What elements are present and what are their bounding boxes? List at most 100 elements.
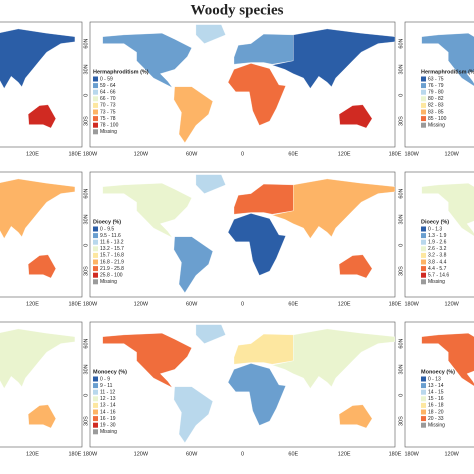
legend-swatch bbox=[421, 402, 426, 408]
lat-label: 60N bbox=[398, 38, 404, 48]
legend-label: Missing bbox=[428, 279, 445, 285]
land-na bbox=[421, 33, 474, 87]
legend-label: 76 - 79 bbox=[428, 83, 444, 89]
legend-label: 12 - 13 bbox=[100, 396, 116, 402]
lon-label: 0 bbox=[241, 301, 244, 307]
legend-label: 59 - 64 bbox=[100, 83, 116, 89]
land-au bbox=[338, 254, 373, 279]
lon-label: 180W bbox=[404, 301, 419, 307]
lon-label: 180E bbox=[68, 151, 81, 157]
legend-label: 5.7 - 14.6 bbox=[428, 273, 449, 279]
lat-label: 30N bbox=[83, 64, 89, 74]
legend-swatch bbox=[93, 422, 98, 428]
legend-title: Monoecy (%) bbox=[421, 369, 455, 375]
legend-swatch bbox=[93, 429, 98, 435]
lon-label: 180W bbox=[83, 151, 98, 157]
land-gl bbox=[195, 324, 226, 344]
legend-swatch bbox=[421, 102, 426, 108]
lon-label: 120E bbox=[26, 301, 39, 307]
legend-label: 16.8 - 21.9 bbox=[100, 259, 124, 265]
legend-label: 70 - 73 bbox=[100, 103, 116, 109]
legend-label: 0 - 1.3 bbox=[428, 226, 442, 232]
lon-label: 120E bbox=[338, 301, 351, 307]
legend-label: 14 - 15 bbox=[428, 390, 444, 396]
legend-swatch bbox=[93, 226, 98, 232]
legend-swatch bbox=[93, 76, 98, 82]
lon-label: 180W bbox=[404, 151, 419, 157]
legend-label: 78 - 100 bbox=[100, 123, 119, 129]
legend-label: 75 - 78 bbox=[100, 116, 116, 122]
lon-label: 60W bbox=[186, 151, 198, 157]
lat-label: 0 bbox=[83, 94, 89, 97]
legend-swatch bbox=[93, 96, 98, 102]
lon-label: 120W bbox=[444, 151, 459, 157]
lon-label: 120W bbox=[134, 301, 149, 307]
lon-label: 60W bbox=[186, 451, 198, 457]
lon-label: 180E bbox=[389, 301, 402, 307]
legend-label: 25.8 - 100 bbox=[100, 273, 123, 279]
lon-label: 120W bbox=[444, 451, 459, 457]
legend-swatch bbox=[421, 416, 426, 422]
lon-label: 180W bbox=[83, 451, 98, 457]
legend-label: 16 - 19 bbox=[100, 416, 116, 422]
lon-label: 120E bbox=[26, 451, 39, 457]
legend-swatch bbox=[421, 122, 426, 128]
legend-label: 3.8 - 4.4 bbox=[428, 259, 447, 265]
legend-label: 2.6 - 3.2 bbox=[428, 246, 447, 252]
legend-swatch bbox=[93, 389, 98, 395]
legend-label: Missing bbox=[428, 123, 445, 129]
legend-label: Missing bbox=[100, 129, 117, 135]
map bbox=[0, 328, 76, 429]
map bbox=[0, 178, 76, 279]
legend-swatch bbox=[93, 89, 98, 95]
legend-label: 13 - 14 bbox=[428, 383, 444, 389]
legend-label: 14 - 16 bbox=[100, 409, 116, 415]
legend-label: 13 - 14 bbox=[100, 403, 116, 409]
legend-swatch bbox=[93, 266, 98, 272]
legend-swatch bbox=[93, 109, 98, 115]
lon-label: 60E bbox=[288, 151, 298, 157]
land-na bbox=[102, 333, 192, 388]
legend-label: 9 - 11 bbox=[100, 383, 113, 389]
lon-label: 180W bbox=[404, 451, 419, 457]
lon-label: 180E bbox=[68, 301, 81, 307]
legend-label: 19 - 30 bbox=[100, 423, 116, 429]
lon-label: 180E bbox=[68, 451, 81, 457]
lat-label: 60N bbox=[83, 188, 89, 198]
lat-label: 60N bbox=[398, 188, 404, 198]
lon-label: 60E bbox=[288, 451, 298, 457]
legend-swatch bbox=[421, 76, 426, 82]
legend-swatch bbox=[93, 129, 98, 135]
legend-label: 66 - 70 bbox=[100, 96, 116, 102]
legend-label: 11.6 - 13.2 bbox=[100, 240, 124, 246]
legend-swatch bbox=[421, 233, 426, 239]
legend-label: 16 - 18 bbox=[428, 403, 444, 409]
land-au bbox=[28, 104, 56, 129]
legend-swatch bbox=[421, 239, 426, 245]
legend-swatch bbox=[421, 279, 426, 285]
land-as bbox=[0, 28, 76, 89]
legend-swatch bbox=[421, 246, 426, 252]
legend-swatch bbox=[421, 96, 426, 102]
legend-label: 73 - 75 bbox=[100, 109, 116, 115]
land-au bbox=[28, 254, 56, 279]
legend-title: Dioecy (%) bbox=[421, 219, 449, 225]
legend-label: 82 - 83 bbox=[428, 103, 444, 109]
lat-label: 0 bbox=[83, 244, 89, 247]
land-as bbox=[271, 328, 395, 389]
legend-label: 79 - 80 bbox=[428, 90, 444, 96]
legend-label: 9.5 - 11.6 bbox=[100, 233, 121, 239]
lat-label: 30N bbox=[83, 214, 89, 224]
legend-title: Hermaphroditism (%) bbox=[93, 69, 149, 75]
legend-swatch bbox=[421, 422, 426, 428]
map bbox=[421, 183, 474, 237]
lat-label: 30N bbox=[398, 64, 404, 74]
legend-swatch bbox=[421, 389, 426, 395]
legend-label: 0 - 9.5 bbox=[100, 226, 114, 232]
map bbox=[421, 333, 474, 387]
map bbox=[102, 174, 395, 293]
land-as bbox=[271, 28, 395, 89]
lat-label: 60N bbox=[83, 38, 89, 48]
legend-label: Missing bbox=[428, 423, 445, 429]
lon-label: 60W bbox=[186, 301, 198, 307]
